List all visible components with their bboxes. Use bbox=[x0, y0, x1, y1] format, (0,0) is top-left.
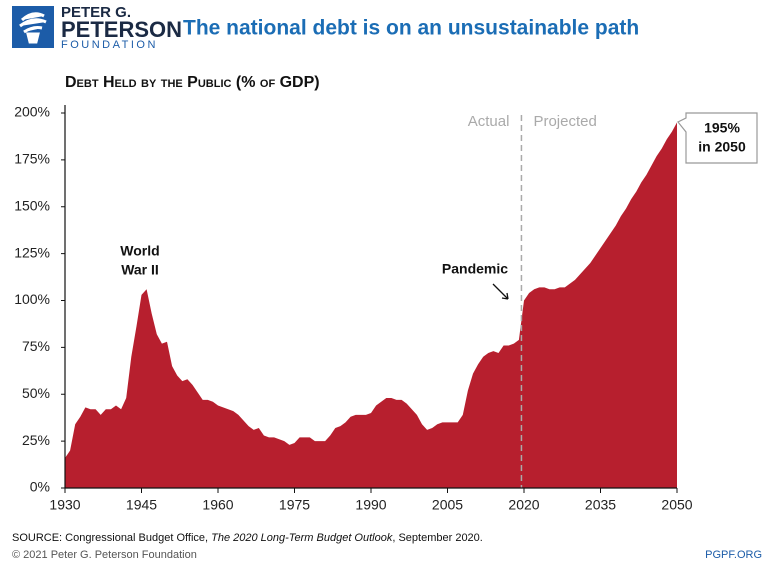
site: PGPF.ORG bbox=[705, 549, 762, 561]
y-tick-label: 150% bbox=[14, 197, 50, 213]
copyright: © 2021 Peter G. Peterson Foundation bbox=[12, 549, 197, 561]
source: SOURCE: Congressional Budget Office, The… bbox=[12, 532, 483, 544]
source-text: , September 2020. bbox=[392, 532, 483, 544]
area bbox=[65, 122, 677, 488]
logo-text: PETERSON bbox=[61, 17, 182, 42]
x-tick-label: 2035 bbox=[585, 497, 616, 513]
annotation: Pandemic bbox=[442, 261, 508, 277]
x-tick-label: 1945 bbox=[126, 497, 157, 513]
y-tick-label: 25% bbox=[22, 432, 50, 448]
x-tick-label: 2050 bbox=[661, 497, 692, 513]
source-title: The 2020 Long-Term Budget Outlook bbox=[211, 532, 393, 544]
x-tick-label: 2020 bbox=[508, 497, 539, 513]
y-tick-label: 175% bbox=[14, 151, 50, 167]
divider-label: Projected bbox=[533, 113, 596, 130]
logo-torch bbox=[19, 12, 47, 44]
annotation-arrow bbox=[492, 283, 509, 300]
callout: 195% bbox=[704, 120, 740, 136]
y-tick-label: 50% bbox=[22, 385, 50, 401]
annotation: World bbox=[120, 243, 159, 259]
logo-text: PETER G. bbox=[61, 4, 131, 21]
annotation: War II bbox=[121, 262, 159, 278]
x-tick-label: 2005 bbox=[432, 497, 463, 513]
y-tick-label: 100% bbox=[14, 291, 50, 307]
x-tick-label: 1990 bbox=[355, 497, 386, 513]
y-tick-label: 200% bbox=[14, 104, 50, 120]
x-tick-label: 1960 bbox=[202, 497, 233, 513]
y-tick-label: 75% bbox=[22, 338, 50, 354]
callout: in 2050 bbox=[698, 139, 746, 155]
callout-box bbox=[677, 112, 758, 164]
y-tick-label: 0% bbox=[30, 479, 50, 495]
chart-subtitle: Debt Held by the Public (% of GDP) bbox=[65, 74, 320, 91]
source-text: SOURCE: Congressional Budget Office, bbox=[12, 532, 211, 544]
x-tick-label: 1975 bbox=[279, 497, 310, 513]
chart-title: The national debt is on an unsustainable… bbox=[183, 17, 639, 40]
logo-text: FOUNDATION bbox=[61, 39, 158, 51]
x-tick-label: 1930 bbox=[49, 497, 80, 513]
divider-label: Actual bbox=[468, 113, 510, 130]
y-tick-label: 125% bbox=[14, 244, 50, 260]
